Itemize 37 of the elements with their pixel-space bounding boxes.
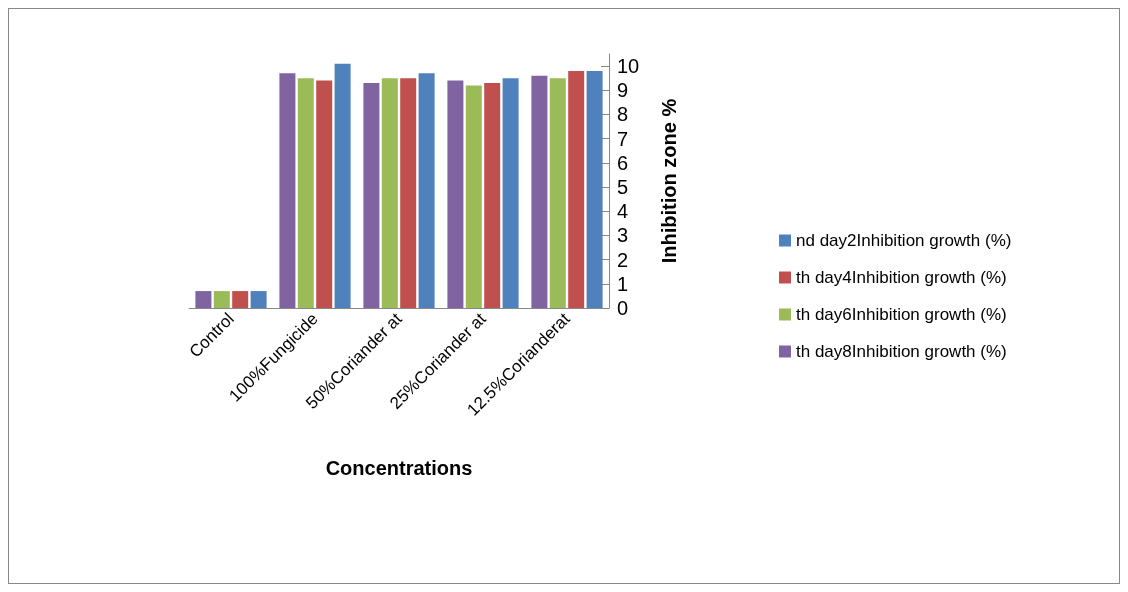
bar [447,80,464,308]
y-tick-label: 1 [617,272,629,295]
y-tick-label: 4 [617,200,629,223]
y-tick-label: 8 [617,103,629,126]
bar [250,291,267,308]
y-tick-label: 10 [617,55,640,78]
x-axis-title: Concentrations [325,457,473,479]
bar [484,83,501,308]
y-tick-label: 0 [617,297,629,319]
bar [316,80,333,308]
y-tick-label: 3 [617,224,629,247]
bar [363,83,380,308]
bar [297,78,314,308]
y-tick-label: 6 [617,151,629,174]
legend-label: nd day2Inhibition growth (%) [796,231,1012,250]
bar [400,78,417,308]
bar [549,78,566,308]
bar [195,291,212,308]
bar [418,73,435,308]
y-tick-label: 9 [617,79,629,102]
legend-label: th day4Inhibition growth (%) [796,268,1007,287]
y-tick-label: 2 [617,248,629,271]
bar [465,85,482,308]
bar [279,73,296,308]
legend-label: th day6Inhibition growth (%) [796,305,1007,324]
bar [334,63,351,308]
bar [232,291,249,308]
y-tick-label: 5 [617,176,629,199]
legend-label: th day8Inhibition growth (%) [796,342,1007,361]
bar [381,78,398,308]
bar [568,70,585,308]
bar [213,291,230,308]
bar [502,78,519,308]
y-tick-label: 7 [617,127,629,150]
bar [586,70,603,308]
y-axis-title: Inhibition zone % [658,98,680,264]
bar [531,75,548,308]
